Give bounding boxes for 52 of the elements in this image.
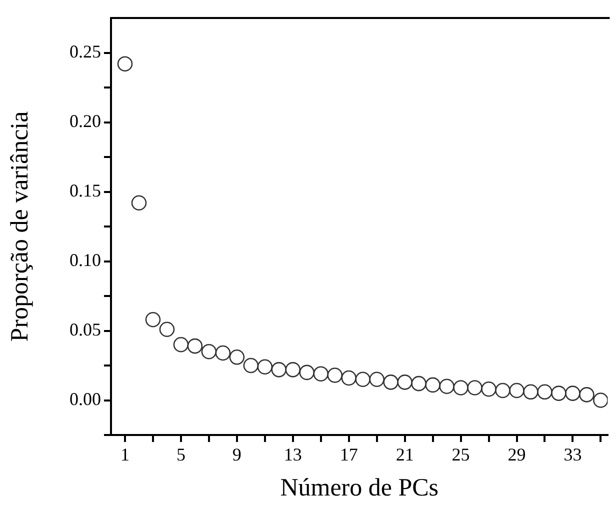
y-axis-title: Proporção de variância [6, 111, 34, 342]
point [257, 359, 273, 375]
y-tick-label: 0.00 [70, 388, 101, 409]
point [327, 368, 343, 383]
point [271, 362, 287, 378]
point [495, 382, 510, 398]
x-axis-title: Número de PCs [280, 474, 439, 502]
point [243, 358, 259, 374]
point [439, 378, 454, 394]
point [299, 364, 315, 380]
y-tick-label: 0.20 [70, 110, 101, 131]
x-tick-label: 25 [452, 444, 470, 465]
point [173, 337, 189, 352]
point [551, 386, 566, 401]
point [285, 362, 301, 378]
point [383, 374, 398, 390]
point [159, 322, 175, 338]
point [131, 195, 147, 211]
point [537, 384, 552, 400]
point [425, 377, 440, 393]
point [481, 381, 496, 397]
y-tick-label: 0.10 [70, 250, 101, 270]
point [215, 345, 231, 361]
point [453, 380, 468, 396]
y-tick-label: 0.25 [70, 41, 101, 62]
point [355, 372, 370, 388]
point [579, 387, 594, 402]
y-tick-label: 0.05 [70, 319, 101, 340]
point [145, 312, 161, 328]
point [467, 380, 482, 396]
point [187, 338, 203, 354]
point [201, 344, 217, 360]
point [523, 384, 538, 400]
point [341, 370, 357, 386]
x-tick-label: 9 [232, 444, 242, 465]
x-tick-label: 21 [396, 444, 414, 465]
point [565, 386, 580, 401]
x-tick-label: 33 [564, 444, 582, 465]
point [369, 372, 384, 388]
x-tick-label: 1 [120, 444, 130, 465]
x-tick-label: 17 [340, 444, 358, 465]
x-tick-label: 5 [176, 444, 186, 465]
point [593, 392, 608, 408]
point [509, 382, 524, 398]
point [313, 366, 329, 382]
x-tick-label: 13 [284, 444, 302, 465]
point [397, 374, 412, 390]
x-tick-label: 29 [508, 444, 526, 465]
point [411, 376, 426, 392]
point [229, 350, 245, 365]
point [117, 56, 133, 72]
y-tick-label: 0.15 [70, 180, 101, 200]
